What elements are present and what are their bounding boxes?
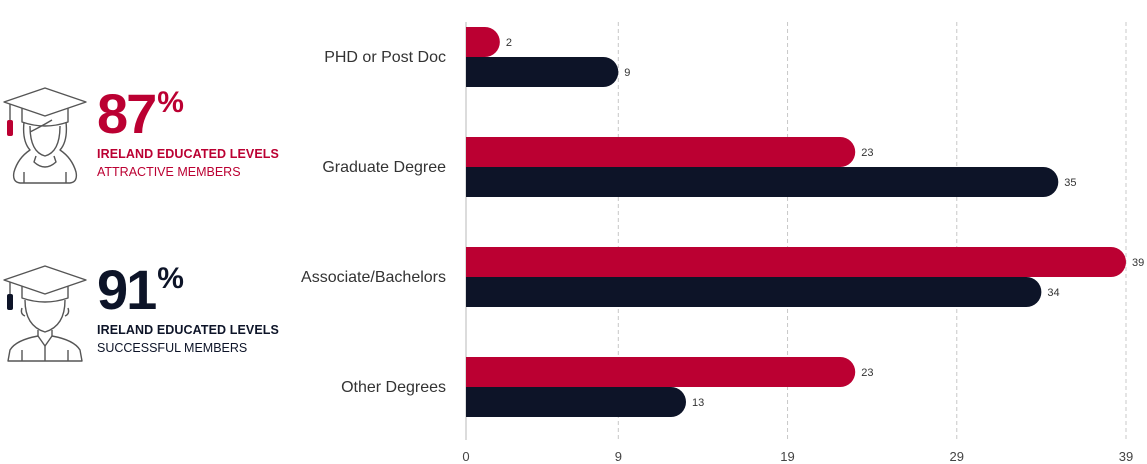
female-graduate-icon [0,86,90,191]
data-label: 2 [506,37,512,49]
category-label: Associate/Bachelors [301,269,446,286]
male-graduate-icon [0,264,90,369]
bar [466,247,1126,277]
stat-line2: SUCCESSFUL MEMBERS [97,341,248,355]
bar [466,277,1042,307]
bar [466,57,619,87]
bar [466,357,856,387]
data-label: 9 [624,67,630,79]
data-label: 39 [1132,257,1144,269]
x-tick-label: 19 [780,449,794,464]
category-label: Other Degrees [341,379,446,396]
stat-line1: IRELAND EDUCATED LEVELS [97,323,279,337]
data-label: 34 [1047,287,1059,299]
data-label: 23 [861,367,873,379]
x-tick-label: 9 [615,449,622,464]
stat-value: 91% [97,258,184,321]
data-label: 13 [692,397,704,409]
data-label: 35 [1064,177,1076,189]
stat-value: 87% [97,82,184,145]
data-label: 23 [861,147,873,159]
category-label: PHD or Post Doc [324,49,446,66]
percent-sign: % [157,86,184,119]
x-tick-label: 39 [1119,449,1133,464]
stat-line1: IRELAND EDUCATED LEVELS [97,147,279,161]
stat-attractive: 87% IRELAND EDUCATED LEVELS ATTRACTIVE M… [0,86,300,186]
x-tick-label: 29 [950,449,964,464]
stat-successful: 91% IRELAND EDUCATED LEVELS SUCCESSFUL M… [0,262,300,362]
x-tick-label: 0 [462,449,469,464]
bar [466,167,1059,197]
bar [466,137,856,167]
bar [466,27,500,57]
category-label: Graduate Degree [322,159,446,176]
stat-line2: ATTRACTIVE MEMBERS [97,165,241,179]
percent-sign: % [157,262,184,295]
bar [466,387,686,417]
